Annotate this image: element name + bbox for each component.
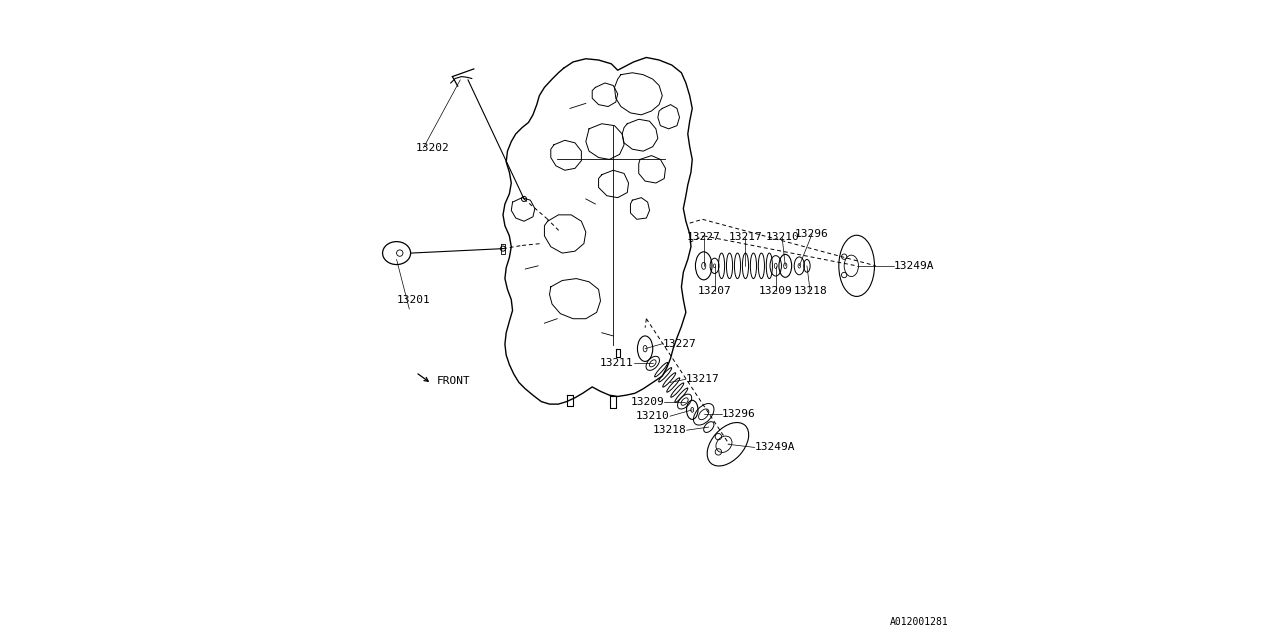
Text: 13217: 13217 [686,374,719,384]
Text: 13211: 13211 [600,358,634,369]
Text: 13249A: 13249A [893,261,934,271]
Text: 13209: 13209 [759,286,792,296]
Text: 13202: 13202 [416,143,449,153]
Text: A012001281: A012001281 [891,617,948,627]
Text: 13209: 13209 [631,397,664,406]
Text: 13296: 13296 [795,229,829,239]
Text: 13217: 13217 [728,232,762,242]
Text: 13207: 13207 [698,286,731,296]
Text: 13210: 13210 [636,412,669,421]
Text: 13227: 13227 [687,232,721,242]
Text: FRONT: FRONT [436,376,471,385]
Text: 13218: 13218 [794,286,827,296]
Text: 13227: 13227 [663,339,696,349]
Text: 13296: 13296 [722,410,755,419]
Text: 13218: 13218 [653,425,686,435]
Text: 13249A: 13249A [755,442,795,452]
Text: 13201: 13201 [397,294,430,305]
Text: 13210: 13210 [765,232,799,242]
